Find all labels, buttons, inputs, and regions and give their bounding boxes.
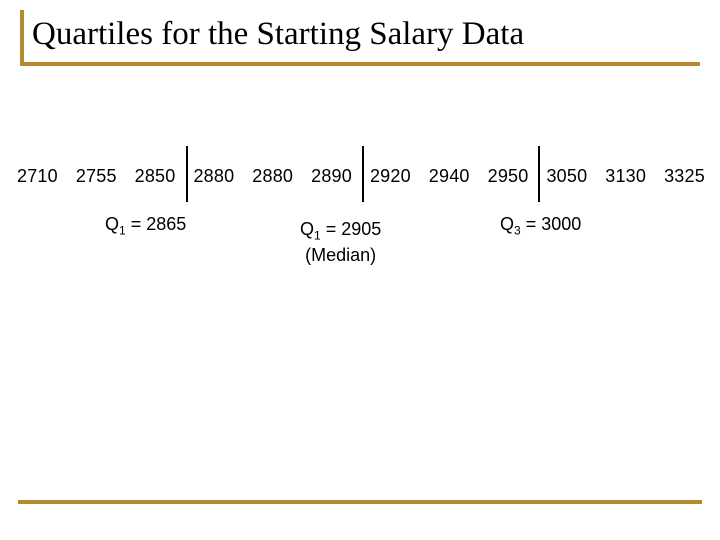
data-values-row: 2710275528502880288028902920294029503050…	[8, 166, 714, 187]
q3-sub: 3	[514, 224, 521, 238]
quartile-divider	[362, 146, 364, 202]
slide: Quartiles for the Starting Salary Data 2…	[0, 0, 720, 540]
median-label: Q1 = 2905 (Median)	[300, 218, 381, 266]
median-eq: =	[321, 219, 342, 239]
q3-label: Q3 = 3000	[500, 213, 581, 239]
data-value: 3130	[596, 166, 655, 187]
q3-eq: =	[521, 214, 542, 234]
median-sub: 1	[314, 229, 321, 243]
data-value: 2890	[302, 166, 361, 187]
page-title: Quartiles for the Starting Salary Data	[32, 16, 700, 52]
q3-symbol: Q	[500, 214, 514, 234]
q1-eq: =	[126, 214, 147, 234]
q3-value: 3000	[541, 214, 581, 234]
data-value: 2950	[479, 166, 538, 187]
bottom-rule	[18, 500, 702, 504]
data-value: 2880	[184, 166, 243, 187]
data-value: 2880	[243, 166, 302, 187]
data-value: 2940	[420, 166, 479, 187]
q1-symbol: Q	[105, 214, 119, 234]
q1-label: Q1 = 2865	[105, 213, 186, 239]
data-value: 3325	[655, 166, 714, 187]
data-value: 2710	[8, 166, 67, 187]
title-wrap: Quartiles for the Starting Salary Data	[20, 10, 700, 66]
median-note: (Median)	[300, 244, 381, 267]
data-value: 2755	[67, 166, 126, 187]
q1-sub: 1	[119, 224, 126, 238]
median-symbol: Q	[300, 219, 314, 239]
data-value: 2850	[126, 166, 185, 187]
title-box: Quartiles for the Starting Salary Data	[20, 10, 700, 66]
q1-value: 2865	[146, 214, 186, 234]
data-value: 3050	[537, 166, 596, 187]
data-value: 2920	[361, 166, 420, 187]
median-value: 2905	[341, 219, 381, 239]
quartile-divider	[538, 146, 540, 202]
quartile-divider	[186, 146, 188, 202]
